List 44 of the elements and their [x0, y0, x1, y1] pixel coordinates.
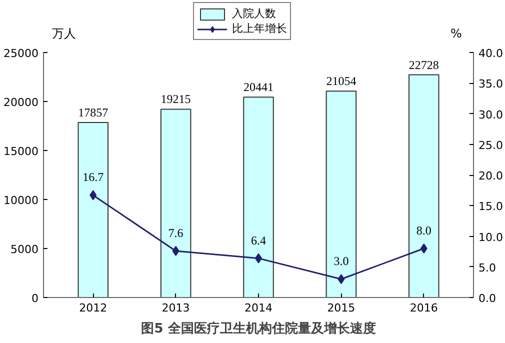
bar: [326, 90, 357, 298]
y-tick-label: 25000: [4, 47, 39, 60]
data-label: 16.7: [82, 170, 104, 184]
data-label: 22728: [408, 58, 439, 72]
y2-axis-title: %: [450, 26, 462, 40]
y2-tick-label: 35.0: [478, 78, 503, 91]
data-label: 20441: [244, 80, 274, 94]
x-tick-label: 2015: [327, 302, 356, 314]
x-tick-label: 2014: [244, 302, 273, 314]
bar: [160, 108, 192, 298]
bar: [243, 96, 274, 298]
bar: [78, 122, 108, 298]
y2-tick-label: 15.0: [478, 200, 503, 214]
y2-tick-label: 25.0: [478, 138, 503, 152]
y-tick-label: 20000: [4, 96, 39, 109]
point: [338, 274, 345, 284]
y2-tick-label: 30.0: [478, 108, 503, 122]
y-tick-label: 10000: [4, 194, 39, 207]
point: [172, 246, 180, 256]
data-label: 17857: [78, 106, 108, 120]
y2-tick-label: 40.0: [478, 47, 503, 60]
y-tick-label: 15000: [4, 145, 39, 158]
point: [420, 244, 428, 254]
data-label: 3.0: [334, 254, 349, 268]
data-label: 8.0: [416, 224, 432, 238]
legend-label: 比上年增长: [232, 21, 287, 36]
data-label: 19215: [160, 92, 191, 106]
data-label: 7.6: [168, 226, 184, 240]
x-tick-label: 2016: [410, 302, 438, 314]
data-label: 6.4: [251, 233, 266, 248]
bar: [408, 74, 440, 298]
y2-tick-label: 5.0: [478, 261, 496, 274]
data-label: 21054: [326, 74, 356, 88]
legend-label: 入院人数: [232, 6, 276, 21]
x-tick-label: 2013: [162, 302, 190, 314]
y-tick-label: 5000: [10, 243, 39, 256]
y-axis-title: 万人: [52, 26, 76, 40]
y2-tick-label: 20.0: [478, 170, 503, 182]
x-tick-label: 2012: [79, 302, 108, 314]
y2-tick-label: 0.0: [478, 292, 496, 305]
y-tick-label: 0: [32, 292, 38, 305]
y2-tick-label: 10.0: [478, 230, 503, 244]
text: 图5 全国医疗卫生机构住院量及增长速度: [141, 320, 376, 336]
point: [90, 190, 97, 200]
